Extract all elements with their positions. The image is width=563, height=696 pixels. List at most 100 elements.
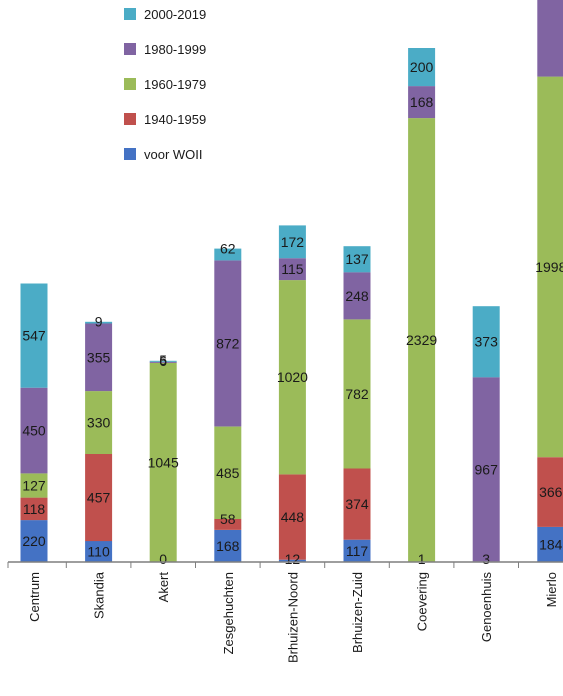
bar-segment [214,518,242,530]
category-labels-group: Centrum Skandia Akert Zesgehuchten Brhuizen-… [27,571,559,663]
data-label: 967 [475,461,499,477]
data-label: 200 [410,59,434,75]
data-labels-group: 220 118 127 450 547 110 457 330 355 9 0 1045 65 168 58… [22,59,563,567]
data-label: 782 [345,386,369,402]
x-tick-label: Mierlo [544,572,559,607]
bar-segment [408,118,436,562]
legend-entry-label: 1960-1979 [144,77,206,92]
data-label: 330 [87,415,111,431]
bar-segment [472,306,500,378]
bar-segment [20,283,48,388]
legend-entry-label: 2000-2019 [144,7,206,22]
data-label: 117 [346,543,369,559]
bar-segment [20,473,48,498]
data-label: 9 [95,314,103,330]
x-tick-label: Coevering [415,572,430,631]
data-label: 62 [220,241,236,257]
bar-segment [85,541,113,562]
bar-segment [537,76,563,458]
x-tick-label: Skandia [92,571,107,619]
legend: 2000-2019 1980-1999 1960-1979 1940-1959 voor… [124,7,206,162]
bar-segment [214,530,242,562]
bar-segment [278,225,306,259]
data-label: 355 [87,349,111,365]
data-label: 547 [22,328,46,344]
bar-segment [85,321,113,324]
bar-segment [537,0,563,77]
legend-swatch [124,78,136,90]
data-label: 12 [285,551,301,567]
bars-group [20,0,563,563]
bar-segment [149,360,177,362]
bar-segment [278,280,306,475]
bar-segment [537,457,563,527]
data-label: 1045 [148,455,179,471]
bar-segment [20,497,48,521]
legend-entry-label: voor WOII [144,147,203,162]
data-label: 168 [216,538,240,554]
bar-segment [343,246,371,273]
data-label: 448 [281,509,305,525]
bar-segment [408,48,436,87]
x-tick-label: Centrum [27,572,42,622]
bar-segment [343,319,371,469]
data-label: 366 [539,484,563,500]
bar-segment [278,559,306,562]
data-label: 137 [345,251,369,267]
bar-segment [85,454,113,542]
bar-segment [85,323,113,392]
bar-segment [85,391,113,454]
data-label: 220 [22,533,46,549]
bar-segment [343,539,371,562]
data-label: 58 [220,511,236,527]
data-label: 1020 [277,369,308,385]
data-label: 118 [23,501,46,517]
legend-swatch [124,148,136,160]
data-label: 115 [281,261,304,277]
data-label: 168 [410,94,434,110]
x-tick-label: Zesgehuchten [221,572,236,654]
bar-segment [214,426,242,519]
data-label: 1 [418,551,426,567]
data-label: 184 [539,537,563,553]
data-label: 450 [22,423,46,439]
x-tick-label: Brhuizen-Zuid [350,572,365,653]
data-label: 872 [216,336,240,352]
data-label: 457 [87,490,111,506]
bar-segment [278,258,306,281]
x-tick-label: Akert [156,572,171,603]
data-label: 485 [216,465,240,481]
legend-entry-label: 1980-1999 [144,42,206,57]
bar-segment [20,387,48,474]
data-label: 127 [22,478,46,494]
x-tick-label: Genoenhuis [479,572,494,643]
bar-segment [408,86,436,119]
bar-segment [343,468,371,540]
legend-entry-label: 1940-1959 [144,112,206,127]
bar-segment [20,520,48,562]
bar-segment [214,248,242,261]
bar-segment [343,272,371,320]
data-label: 373 [475,334,499,350]
bar-segment [149,362,177,562]
bar-segment [537,526,563,562]
data-label: 0 [159,551,167,567]
x-tick-label: Brhuizen-Noord [285,572,300,663]
data-label: 172 [281,234,305,250]
data-label: 6 [159,353,167,369]
data-label: 248 [345,288,369,304]
data-label: 374 [345,496,369,512]
bar-segment [278,474,306,560]
bar-segment [149,361,177,363]
data-label: 3 [482,551,490,567]
bar-segment [214,260,242,427]
data-label: 2329 [406,332,437,348]
legend-swatch [124,43,136,55]
data-label: 5 [159,352,167,368]
x-axis-ticks-group [7,562,519,568]
legend-swatch [124,8,136,20]
bar-segment [472,377,500,562]
data-label: 110 [87,544,110,560]
legend-swatch [124,113,136,125]
